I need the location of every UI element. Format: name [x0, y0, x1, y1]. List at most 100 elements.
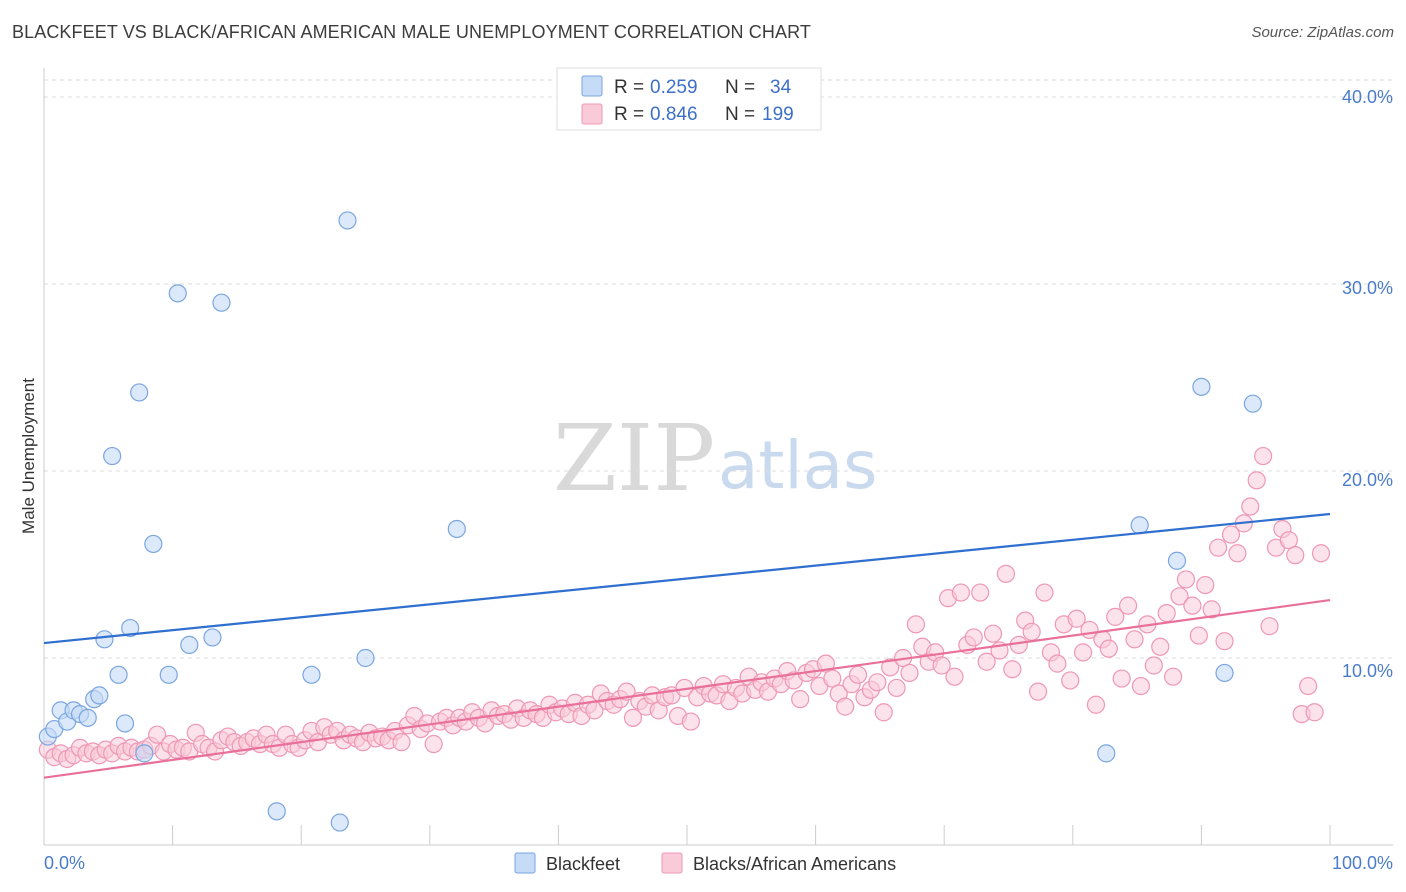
- black-point-184: [1221, 525, 1241, 544]
- watermark: ZIP atlas: [553, 405, 878, 512]
- blackfeet-point-24: [330, 813, 349, 832]
- legend-n-label-blackfeet: N =: [725, 77, 755, 98]
- black-point-176: [1170, 587, 1189, 606]
- black-point-132: [887, 678, 906, 698]
- y-axis-label: Male Unemployment: [19, 378, 38, 534]
- y-tick-label-40: 40.0%: [1342, 87, 1393, 107]
- black-point-181: [1202, 600, 1221, 619]
- black-point-172: [1144, 656, 1163, 675]
- chart-source: Source: ZipAtlas.com: [1251, 24, 1394, 41]
- blackfeet-point-19: [180, 635, 199, 655]
- blackfeet-point-31: [1192, 377, 1211, 396]
- blackfeet-point-13: [121, 618, 140, 638]
- legend-r-value-black: 0.846: [650, 104, 698, 125]
- black-point-130: [874, 703, 893, 722]
- y-tick-label-20: 20.0%: [1342, 470, 1393, 490]
- black-point-17: [148, 725, 167, 744]
- black-point-182: [1209, 538, 1228, 557]
- black-point-190: [1260, 617, 1279, 636]
- blackfeet-point-16: [144, 534, 163, 554]
- black-point-55: [392, 733, 411, 752]
- black-point-160: [1067, 609, 1086, 628]
- black-point-60: [424, 734, 443, 754]
- axes: [43, 68, 1393, 846]
- legend-n-value-blackfeet: 34: [770, 77, 792, 98]
- bottom-legend-swatch-blackfeet: [514, 852, 536, 874]
- blackfeet-point-14: [130, 383, 149, 402]
- black-point-126: [848, 665, 868, 684]
- black-point-178: [1183, 596, 1202, 615]
- trend-lines: [43, 512, 1331, 779]
- black-point-167: [1112, 669, 1131, 688]
- legend-n-label-black: N =: [725, 104, 755, 125]
- black-point-100: [681, 712, 700, 731]
- legend-r-label-black: R =: [614, 104, 644, 125]
- blackfeet-point-11: [109, 665, 128, 684]
- black-point-150: [1003, 660, 1022, 679]
- black-point-165: [1099, 639, 1118, 658]
- legend-r-label-blackfeet: R =: [614, 77, 644, 98]
- black-point-173: [1151, 637, 1170, 656]
- blackfeet-point-6: [78, 708, 97, 727]
- blackfeet-point-29: [1130, 516, 1149, 535]
- blackfeet-point-22: [267, 802, 286, 821]
- black-point-170: [1131, 676, 1151, 696]
- blackfeet-point-9: [95, 630, 114, 649]
- watermark-atlas: atlas: [718, 427, 878, 504]
- black-points: [38, 446, 1331, 769]
- trend-line-blackfeet: [43, 512, 1331, 645]
- black-point-122: [823, 669, 842, 688]
- black-point-197: [1305, 703, 1324, 722]
- black-point-144: [964, 628, 983, 647]
- blackfeet-point-12: [115, 714, 135, 733]
- black-point-194: [1286, 546, 1305, 565]
- black-point-142: [951, 583, 971, 602]
- black-point-141: [945, 667, 964, 686]
- blackfeet-point-15: [135, 744, 154, 763]
- legend-swatch-blackfeet: [581, 75, 603, 97]
- watermark-zip: ZIP: [553, 405, 715, 512]
- black-point-154: [1028, 682, 1048, 701]
- x-tick-label-min: 0.0%: [44, 853, 85, 873]
- bottom-legend-label-blackfeet: Blackfeet: [546, 854, 620, 874]
- tick-labels: 0.0% 100.0% 10.0% 20.0% 30.0% 40.0%: [44, 87, 1393, 873]
- black-point-134: [900, 663, 919, 683]
- blackfeet-point-25: [338, 211, 357, 230]
- bottom-legend-swatch-black: [661, 852, 683, 874]
- grid: [44, 79, 1393, 659]
- black-point-161: [1073, 643, 1093, 662]
- black-point-169: [1125, 630, 1144, 649]
- black-point-145: [971, 583, 990, 602]
- black-point-149: [996, 564, 1016, 583]
- black-point-166: [1106, 607, 1125, 626]
- black-point-131: [881, 658, 900, 677]
- black-point-180: [1196, 575, 1215, 595]
- black-point-159: [1061, 671, 1080, 690]
- black-point-193: [1279, 531, 1298, 550]
- black-point-188: [1247, 471, 1266, 490]
- legend-n-value-black: 199: [762, 104, 794, 125]
- black-point-183: [1215, 632, 1234, 651]
- black-point-189: [1254, 446, 1273, 466]
- black-point-177: [1176, 570, 1196, 589]
- blackfeet-point-21: [212, 293, 231, 312]
- y-tick-label-10: 10.0%: [1342, 661, 1393, 681]
- black-point-124: [836, 697, 855, 716]
- blackfeet-point-27: [447, 519, 466, 539]
- black-point-139: [932, 656, 951, 675]
- blackfeet-point-30: [1167, 551, 1187, 570]
- blackfeet-point-23: [302, 665, 321, 684]
- blackfeet-point-32: [1243, 394, 1262, 413]
- blackfeet-point-33: [1215, 663, 1234, 683]
- legend-r-value-blackfeet: 0.259: [650, 77, 698, 98]
- black-point-147: [983, 624, 1003, 643]
- legend-swatch-black: [581, 103, 603, 125]
- blackfeet-point-18: [168, 284, 187, 303]
- black-point-117: [791, 690, 810, 709]
- blackfeet-point-20: [203, 628, 222, 647]
- blackfeet-point-26: [356, 648, 375, 668]
- black-point-185: [1228, 544, 1247, 563]
- trend-line-black: [43, 598, 1331, 779]
- black-point-198: [1311, 544, 1331, 563]
